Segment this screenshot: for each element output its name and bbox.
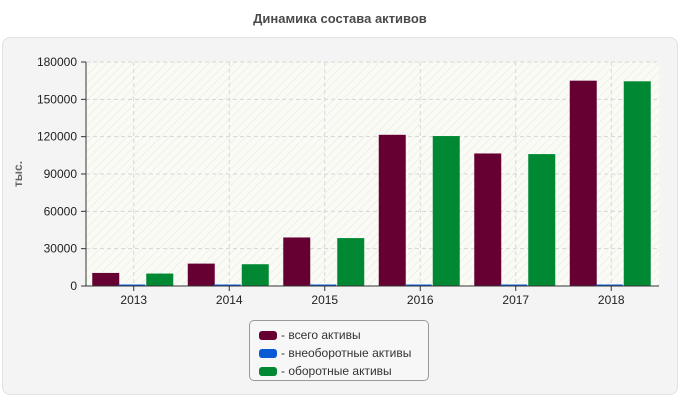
legend-label-current-assets: - оборотные активы <box>281 364 392 378</box>
bar-noncurrent-assets <box>118 284 146 286</box>
bar-current-assets <box>241 264 269 286</box>
bar-current-assets <box>432 136 460 286</box>
legend-label-total-assets: - всего активы <box>281 328 361 342</box>
legend-item-total-assets: - всего активы <box>259 326 428 344</box>
y-tick-label: 120000 <box>37 130 77 144</box>
x-tick-label: 2018 <box>598 293 625 307</box>
x-tick-label: 2017 <box>502 293 529 307</box>
bar-noncurrent-assets <box>213 284 241 286</box>
bar-total-assets <box>187 263 215 286</box>
bar-current-assets <box>623 81 651 287</box>
y-tick-label: 180000 <box>37 55 77 69</box>
bar-current-assets <box>337 238 365 286</box>
y-tick-label: 90000 <box>44 167 78 181</box>
legend-swatch-total-assets <box>259 330 277 340</box>
y-tick-label: 150000 <box>37 92 77 106</box>
bar-current-assets <box>146 273 174 286</box>
legend-item-noncurrent-assets: - внеоборотные активы <box>259 344 428 362</box>
bar-noncurrent-assets <box>595 284 623 286</box>
bar-total-assets <box>92 272 120 286</box>
x-tick-label: 2014 <box>216 293 243 307</box>
y-axis-label: тыс. <box>11 161 25 187</box>
bar-noncurrent-assets <box>309 284 337 286</box>
bar-total-assets <box>569 80 597 287</box>
chart-title: Динамика состава активов <box>253 11 427 26</box>
bar-noncurrent-assets <box>404 284 432 286</box>
y-tick-label: 60000 <box>44 204 78 218</box>
x-tick-label: 2016 <box>407 293 434 307</box>
bar-noncurrent-assets <box>500 284 528 286</box>
bar-total-assets <box>283 237 311 286</box>
y-tick-label: 30000 <box>44 242 78 256</box>
y-tick-label: 0 <box>70 279 77 293</box>
legend-label-noncurrent-assets: - внеоборотные активы <box>281 346 412 360</box>
bar-total-assets <box>378 134 406 286</box>
x-tick-label: 2013 <box>120 293 147 307</box>
legend-swatch-noncurrent-assets <box>259 348 277 358</box>
chart-legend: - всего активы - внеоборотные активы - о… <box>249 320 429 381</box>
x-tick-label: 2015 <box>311 293 338 307</box>
bar-current-assets <box>528 154 556 286</box>
legend-item-current-assets: - оборотные активы <box>259 362 428 380</box>
legend-swatch-current-assets <box>259 366 277 376</box>
bar-total-assets <box>474 153 502 286</box>
